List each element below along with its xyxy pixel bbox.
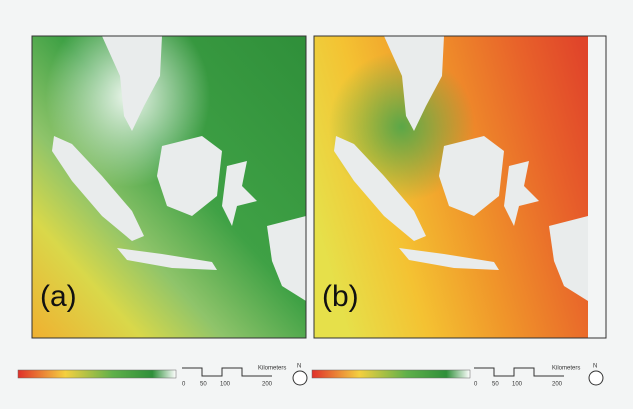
scale-tick: 0 xyxy=(474,382,478,388)
compass-label: N xyxy=(593,364,597,370)
compass-label: N xyxy=(297,364,301,370)
scale-tick: 0 xyxy=(182,382,186,388)
color-bar xyxy=(312,370,470,378)
scale-tick: 50 xyxy=(200,382,207,388)
panel-label: (a) xyxy=(40,280,77,313)
scale-tick: 200 xyxy=(552,382,563,388)
color-bar xyxy=(18,370,176,378)
legend-a: 0 50 100 200 Kilometers N xyxy=(18,364,307,388)
scale-tick: 50 xyxy=(492,382,499,388)
scale-unit: Kilometers xyxy=(258,366,286,372)
scale-tick: 100 xyxy=(220,382,231,388)
scale-tick: 200 xyxy=(262,382,273,388)
figure: (a) (b) 0 50 100 200 Kilometers N 0 50 1… xyxy=(0,0,633,404)
scale-unit: Kilometers xyxy=(552,366,580,372)
map-panel-a: (a) xyxy=(32,36,306,338)
scale-tick: 100 xyxy=(512,382,523,388)
compass xyxy=(293,371,307,385)
scale-bar xyxy=(474,368,564,376)
legend-b: 0 50 100 200 Kilometers N xyxy=(312,364,603,388)
compass xyxy=(589,371,603,385)
map-panel-b: (b) xyxy=(314,36,606,338)
panel-label: (b) xyxy=(322,280,359,313)
